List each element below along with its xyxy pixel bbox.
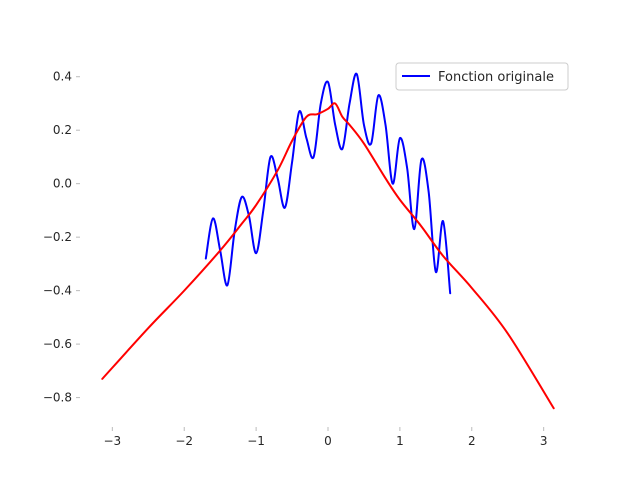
legend-box [395, 62, 569, 91]
y-tick-label: −0.4 [43, 284, 72, 298]
y-tick-label: 0.2 [53, 123, 72, 137]
y-tick-label: −0.8 [43, 391, 72, 405]
series-line-0 [204, 72, 452, 295]
x-tick-label: 1 [396, 434, 404, 448]
series-line-1 [101, 102, 555, 410]
y-tick-label: −0.2 [43, 230, 72, 244]
x-tick-label: −2 [175, 434, 193, 448]
legend: Fonction originale [395, 62, 569, 91]
x-tick-label: −3 [103, 434, 121, 448]
x-tick-label: 0 [324, 434, 332, 448]
x-tick-label: 2 [468, 434, 476, 448]
axes-area: −3 −2 −1 0 1 2 3 0.4 0.2 0.0 −0.2 −0.4 −0.6 −0.8 [43, 70, 548, 448]
x-tick-label: −1 [247, 434, 265, 448]
y-tick-label: −0.6 [43, 337, 72, 351]
y-tick-label: 0.0 [53, 177, 72, 191]
y-tick-label: 0.4 [53, 70, 72, 84]
legend-label-fonction-originale: Fonction originale [438, 70, 554, 85]
series-group [101, 72, 555, 410]
x-tick-label: 3 [540, 434, 548, 448]
